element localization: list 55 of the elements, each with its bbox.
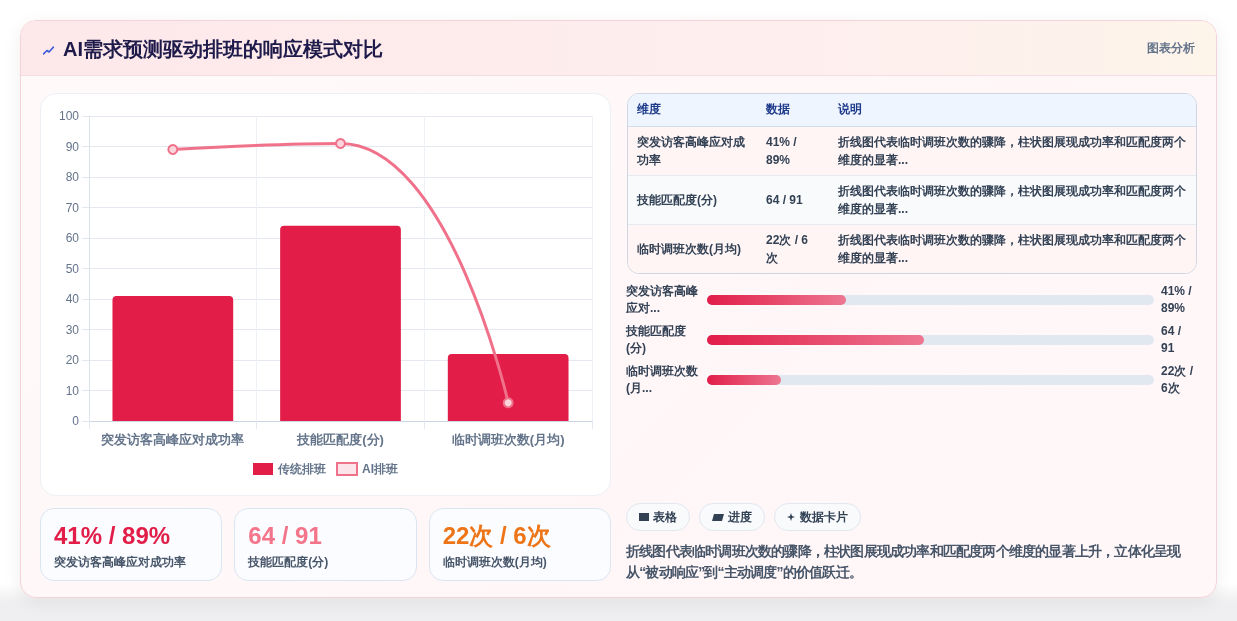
text: 64 / 91 — [766, 192, 803, 207]
y-tick-label: 突发访客高峰应对... — [626, 283, 699, 317]
y-tick-label: 100 — [58, 109, 80, 123]
text: 折线图代表临时调班次数的骤降，柱状图展现成功率和匹配度两个维度的显著... — [838, 183, 1186, 216]
bar — [447, 353, 569, 421]
y-tick-label: 90 — [65, 139, 80, 154]
text: 图表分析 — [1147, 40, 1195, 56]
category-label: 说明 — [829, 94, 1196, 126]
chip-button: 数据卡片 — [774, 503, 861, 531]
text: 临时调班次数(月均) — [637, 241, 741, 256]
category-label: 维度 — [628, 94, 757, 126]
y-tick-label: 临时调班次数(月... — [626, 363, 699, 397]
text: 22次 / 6次 — [1161, 363, 1194, 397]
category-label: 进度 — [728, 508, 752, 526]
bar — [280, 225, 401, 421]
y-tick-label: 40 — [65, 292, 80, 306]
y-tick-label: 技能匹配度(分) — [626, 323, 687, 357]
bar — [112, 295, 234, 421]
x-tick-label: 技能匹配度(分) — [296, 432, 384, 447]
y-tick-label: 30 — [65, 322, 80, 337]
text: 突发访客高峰应对成功率 — [637, 134, 745, 167]
x-tick-label: 突发访客高峰应对成功率 — [100, 432, 245, 447]
y-tick-label: 50 — [65, 261, 80, 276]
x-tick-label: 临时调班次数(月均) — [451, 432, 565, 447]
category-label: 突发访客高峰应对成功率 — [54, 554, 187, 571]
point — [167, 144, 179, 156]
chart-title: AI需求预测驱动排班的响应模式对比 — [63, 37, 383, 62]
category-label: 表格 — [653, 508, 677, 526]
y-tick-label: 60 — [65, 231, 80, 245]
chip-button: 表格 — [626, 503, 690, 531]
y-tick-label: 80 — [65, 170, 80, 184]
point — [335, 137, 346, 149]
text: 22次 / 6次 — [766, 232, 809, 265]
y-tick-label: 10 — [65, 383, 80, 398]
text: 折线图代表临时调班次数的骤降，柱状图展现成功率和匹配度两个维度的显著... — [838, 232, 1186, 265]
text: 64 / 91 — [1161, 323, 1182, 357]
legend-label: 传统排班 — [277, 462, 326, 476]
text: 折线图代表临时调班次数的骤降，柱状图展现成功率和匹配度两个维度的显著... — [838, 134, 1186, 167]
y-tick-label: 0 — [72, 414, 80, 428]
chip-button: 进度 — [699, 503, 765, 531]
category-label: 数据卡片 — [800, 508, 848, 526]
text: 22次 / 6次 — [442, 522, 551, 549]
text: 41% / 89% — [54, 522, 171, 549]
legend-label: AI排班 — [362, 462, 398, 476]
category-label: 数据 — [757, 94, 829, 126]
category-label: 技能匹配度(分) — [248, 554, 330, 571]
y-tick-label: 20 — [65, 353, 80, 367]
point — [502, 397, 514, 409]
y-tick-label: 70 — [65, 200, 80, 215]
text: 41% / 89% — [1161, 283, 1193, 317]
text: 技能匹配度(分) — [637, 192, 717, 207]
text: 64 / 91 — [248, 522, 322, 549]
text: 41% / 89% — [766, 134, 797, 167]
category-label: 临时调班次数(月均) — [442, 554, 548, 571]
text: 折线图代表临时调班次数的骤降，柱状图展现成功率和匹配度两个维度的显著上升，立体化呈现从“被动响应”到“主动调度”的价值跃迁。 — [626, 542, 1182, 582]
